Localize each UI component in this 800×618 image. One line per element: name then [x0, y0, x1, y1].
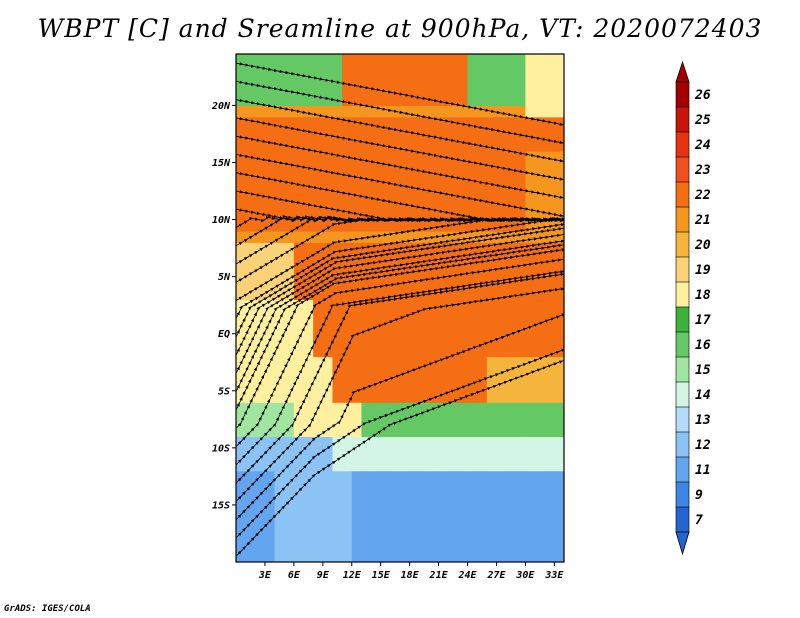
colorbar-label: 23 [694, 163, 711, 178]
colorbar-swatch [675, 156, 690, 183]
map-frame [235, 53, 565, 563]
colorbar: 26 25 24 23 22 21 20 19 18 17 16 15 14 13 12 11 9 7 [675, 60, 711, 556]
colorbar-label: 19 [695, 263, 711, 278]
lon-tick-label: 24E [457, 570, 477, 581]
colorbar-top-arrow [675, 60, 690, 83]
colorbar-label: 11 [695, 463, 711, 478]
credit-label: GrADS: IGES/COLA [4, 604, 91, 614]
streamline [236, 62, 564, 126]
colorbar-label: 25 [694, 113, 711, 128]
colorbar-label: 12 [695, 438, 711, 453]
lat-tick-label: 15N [212, 158, 231, 169]
map-axes: 20N 15N 10N 5N EQ 5S 10S 15S 3E 6E 9E 12E 15E 18E 21E 2… [211, 101, 564, 581]
colorbar-swatch [675, 406, 690, 433]
lon-tick-label: 6E [288, 570, 301, 581]
colorbar-label: 22 [694, 188, 711, 203]
colorbar-label: 14 [695, 388, 711, 403]
lon-tick-label: 3E [258, 570, 272, 581]
colorbar-label: 18 [695, 288, 711, 303]
colorbar-swatch [675, 506, 690, 533]
colorbar-swatch [675, 306, 690, 333]
lon-tick-label: 21E [429, 570, 449, 581]
colorbar-label: 7 [695, 513, 703, 528]
chart-title: WBPT [C] and Sreamline at 900hPa, VT: 20… [37, 14, 763, 43]
lat-tick-label: 20N [211, 101, 231, 112]
lon-tick-label: 12E [343, 570, 362, 581]
colorbar-bottom-arrow [675, 531, 690, 556]
colorbar-swatch [675, 131, 690, 158]
colorbar-label: 17 [695, 313, 711, 328]
colorbar-label: 16 [695, 338, 711, 353]
lat-tick-label: 15S [212, 500, 230, 511]
lon-tick-label: 30E [515, 570, 535, 581]
lat-tick-label: 10S [212, 443, 230, 454]
colorbar-swatch [675, 331, 690, 358]
colorbar-swatch [675, 181, 690, 208]
lat-tick-label: 5S [218, 386, 230, 397]
colorbar-label: 20 [694, 238, 711, 253]
lon-tick-label: 27E [486, 570, 506, 581]
colorbar-label: 15 [695, 363, 711, 378]
colorbar-swatch [675, 281, 690, 308]
colorbar-swatch [675, 231, 690, 258]
wbpt-field [236, 54, 564, 562]
colorbar-swatch [675, 481, 690, 508]
colorbar-label: 21 [694, 213, 711, 228]
lon-tick-label: 15E [372, 570, 391, 581]
colorbar-swatch [675, 356, 690, 383]
lon-tick-label: 9E [317, 570, 330, 581]
streamlines [236, 62, 564, 557]
colorbar-label: 13 [695, 413, 711, 428]
colorbar-swatch [675, 456, 690, 483]
colorbar-swatch [675, 256, 690, 283]
lon-tick-label: 33E [544, 570, 564, 581]
colorbar-swatch [675, 106, 690, 133]
lat-tick-label: 5N [218, 272, 231, 283]
lat-tick-label: 10N [212, 215, 231, 226]
colorbar-label: 24 [694, 138, 711, 153]
lon-tick-label: 18E [401, 570, 420, 581]
colorbar-swatch [675, 206, 690, 233]
colorbar-label: 26 [694, 88, 711, 103]
colorbar-swatch [675, 431, 690, 458]
colorbar-swatch [675, 81, 690, 108]
lat-tick-label: EQ [218, 329, 230, 340]
colorbar-label: 9 [695, 488, 703, 503]
colorbar-swatch [675, 381, 690, 408]
